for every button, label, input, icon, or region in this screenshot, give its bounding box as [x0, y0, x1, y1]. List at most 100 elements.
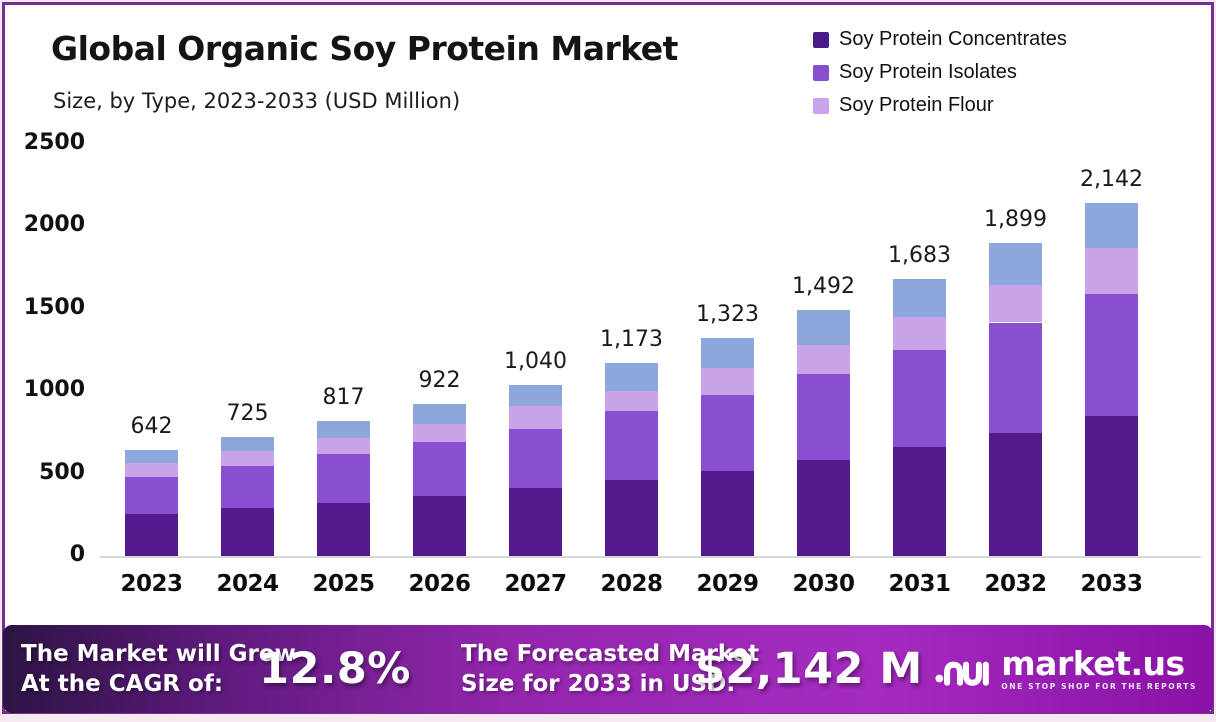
bar-segment	[893, 278, 946, 318]
bar-segment	[509, 384, 562, 406]
legend-label: Soy Protein Concentrates	[839, 28, 1067, 50]
cagr-label: The Market will Grow At the CAGR of:	[21, 641, 296, 697]
bar-segment	[893, 446, 946, 556]
marketus-logo: market.us ONE STOP SHOP FOR THE REPORTS	[935, 625, 1197, 713]
legend-label: Soy Protein Isolates	[839, 61, 1017, 83]
bar-segment	[317, 437, 370, 455]
bar-segment	[701, 337, 754, 369]
bar-total-label: 642	[130, 414, 173, 440]
y-axis: 0 500 1000 1500 2000 2500	[5, 130, 85, 567]
bar-total-label: 817	[322, 385, 365, 411]
y-tick-label: 1500	[23, 294, 85, 320]
bar-segment	[413, 404, 466, 424]
y-tick-label: 2500	[23, 130, 85, 155]
legend-swatch	[813, 97, 829, 114]
legend-label: Soy Protein Flour	[839, 94, 994, 116]
bar-segment	[989, 433, 1042, 556]
page-subtitle: Size, by Type, 2023-2033 (USD Million)	[53, 89, 461, 113]
x-tick-label: 2025	[312, 571, 375, 597]
bar-segment	[317, 503, 370, 556]
legend-swatch	[813, 64, 829, 81]
bar-total-label: 1,492	[792, 274, 855, 300]
bar-segment	[989, 322, 1042, 434]
forecast-value: $2,142 M	[695, 644, 923, 694]
bar-segment	[797, 310, 850, 345]
bar-segment	[509, 405, 562, 429]
bar-segment	[1085, 247, 1138, 294]
stacked-bar-2028	[605, 362, 658, 556]
bar-segment	[1085, 416, 1138, 556]
stacked-bar-2032	[989, 243, 1042, 556]
legend: Soy Protein Concentrates Soy Protein Iso…	[813, 23, 1067, 122]
bar-segment	[989, 284, 1042, 323]
bar-segment	[125, 462, 178, 478]
stacked-bar-2027	[509, 384, 562, 556]
y-tick-label: 2000	[23, 212, 85, 238]
y-tick-label: 500	[39, 459, 85, 485]
marketus-logo-icon	[935, 661, 990, 686]
bar-segment	[413, 441, 466, 497]
cagr-value: 12.8%	[259, 644, 411, 694]
bar-segment	[317, 421, 370, 438]
stacked-bar-2026	[413, 404, 466, 556]
bar-total-label: 1,173	[600, 326, 663, 352]
x-tick-label: 2026	[408, 571, 471, 597]
y-tick-label: 1000	[23, 377, 85, 403]
stacked-bar-2033	[1085, 203, 1138, 556]
bar-segment	[605, 479, 658, 556]
bar-segment	[605, 390, 658, 412]
bar-segment	[125, 513, 178, 556]
x-tick-label: 2028	[600, 571, 663, 597]
bar-segment	[125, 477, 178, 514]
bar-segment	[221, 508, 274, 556]
bar-total-label: 922	[418, 368, 461, 394]
x-tick-label: 2024	[216, 571, 279, 597]
legend-item: Soy Protein Isolates	[813, 56, 1067, 89]
bar-segment	[893, 349, 946, 447]
stacked-bar-2031	[893, 278, 946, 556]
bar-segment	[797, 344, 850, 374]
legend-swatch	[813, 31, 829, 48]
stacked-bar-2029	[701, 337, 754, 556]
bar-segment	[701, 470, 754, 556]
stacked-bar-plot: 642 725 817 922 1,040 1,173 1,323 1,492 1,683 1,8…	[100, 144, 1198, 556]
bar-segment	[1085, 203, 1138, 248]
footer-banner: The Market will Grow At the CAGR of: 12.…	[3, 625, 1213, 713]
x-tick-label: 2029	[696, 571, 759, 597]
bar-segment	[605, 411, 658, 480]
stacked-bar-2023	[125, 450, 178, 556]
x-tick-label: 2032	[984, 571, 1047, 597]
page-title: Global Organic Soy Protein Market	[51, 29, 678, 68]
bar-segment	[701, 368, 754, 395]
bar-segment	[221, 436, 274, 451]
bar-segment	[797, 373, 850, 460]
bar-total-label: 2,142	[1080, 166, 1143, 192]
bar-total-label: 725	[226, 400, 269, 426]
y-tick-label: 0	[69, 542, 85, 567]
stacked-bar-2025	[317, 421, 370, 556]
bar-segment	[605, 362, 658, 391]
bar-segment	[509, 428, 562, 489]
legend-item: Soy Protein Flour	[813, 89, 1067, 122]
x-axis: 2023 2024 2025 2026 2027 2028 2029 2030 2031 2032…	[100, 571, 1198, 603]
bar-segment	[1085, 293, 1138, 417]
bar-segment	[797, 459, 850, 556]
bar-segment	[509, 488, 562, 556]
forecast-label: The Forecasted Market Size for 2033 in U…	[461, 641, 760, 697]
bar-segment	[413, 423, 466, 442]
stacked-bar-2024	[221, 436, 274, 556]
bar-segment	[893, 317, 946, 350]
bar-total-label: 1,899	[984, 207, 1047, 233]
x-axis-line	[100, 556, 1201, 558]
bar-segment	[989, 243, 1042, 285]
bar-segment	[221, 450, 274, 467]
x-tick-label: 2023	[120, 571, 183, 597]
bar-segment	[125, 450, 178, 463]
bar-total-label: 1,040	[504, 348, 567, 374]
x-tick-label: 2033	[1080, 571, 1143, 597]
bar-segment	[413, 496, 466, 556]
bar-segment	[317, 454, 370, 504]
bar-total-label: 1,323	[696, 301, 759, 327]
